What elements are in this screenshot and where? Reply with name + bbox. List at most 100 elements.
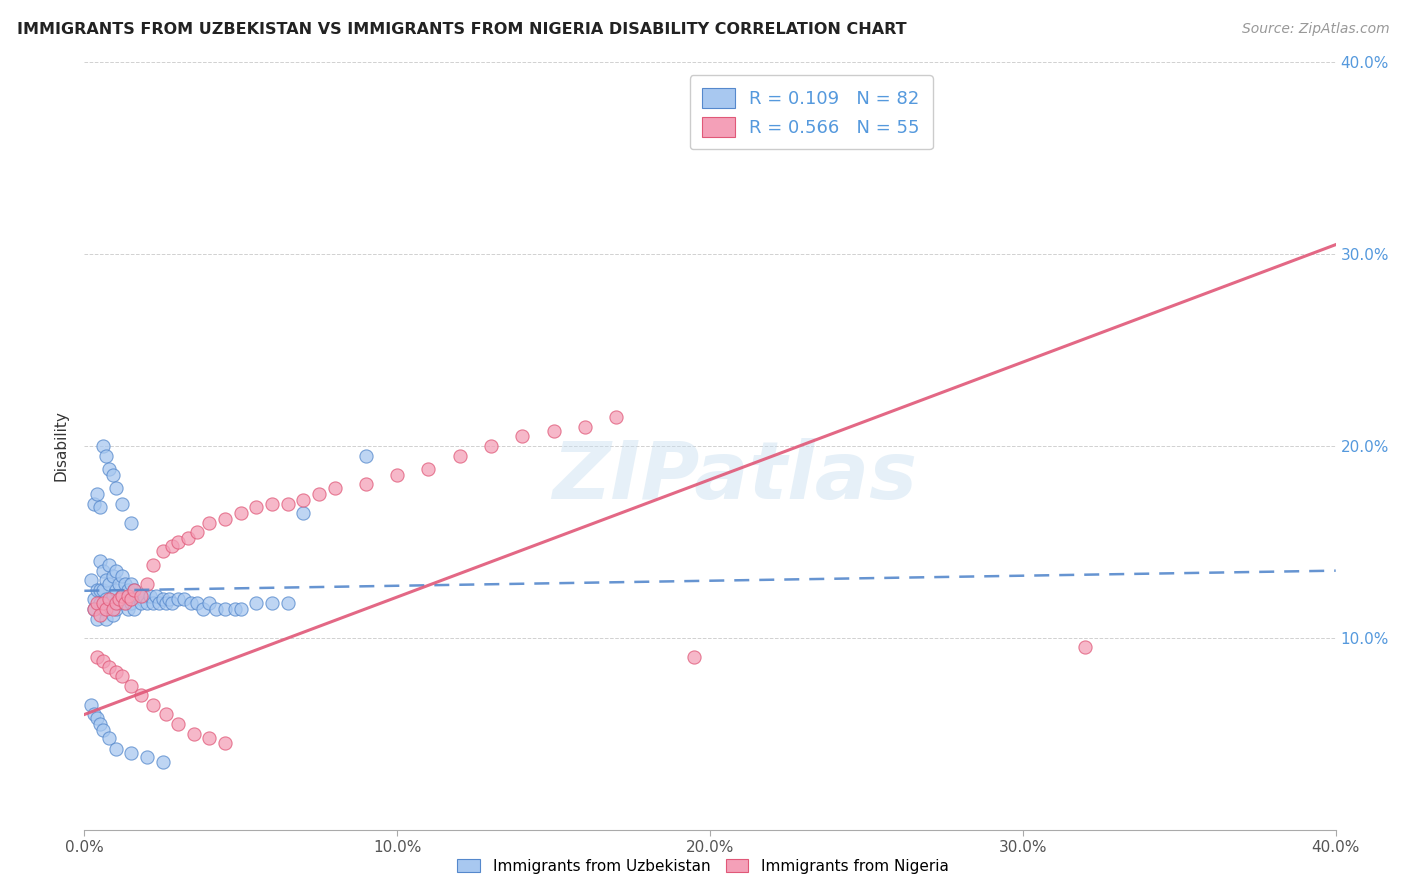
Point xyxy=(101,602,124,616)
Point xyxy=(111,669,134,683)
Point xyxy=(262,596,284,610)
Point xyxy=(574,420,596,434)
Point xyxy=(180,596,202,610)
Point xyxy=(120,577,142,591)
Point xyxy=(245,500,267,515)
Point xyxy=(129,596,152,610)
Point xyxy=(127,589,149,603)
Point xyxy=(142,558,165,572)
Point xyxy=(124,602,146,616)
Point xyxy=(111,569,134,583)
Point xyxy=(91,439,114,453)
Point xyxy=(229,602,252,616)
Point xyxy=(214,512,236,526)
Point xyxy=(160,596,183,610)
Point xyxy=(605,410,627,425)
Point xyxy=(418,462,440,476)
Point xyxy=(120,592,142,607)
Point xyxy=(308,487,330,501)
Text: Source: ZipAtlas.com: Source: ZipAtlas.com xyxy=(1241,22,1389,37)
Point xyxy=(152,544,174,558)
Point xyxy=(91,602,114,616)
Point xyxy=(173,592,195,607)
Point xyxy=(186,525,208,540)
Point xyxy=(136,577,159,591)
Point xyxy=(160,539,183,553)
Point xyxy=(91,582,114,597)
Point xyxy=(91,564,114,578)
Point xyxy=(104,602,127,616)
Point xyxy=(167,717,190,731)
Point xyxy=(136,596,159,610)
Point xyxy=(124,582,146,597)
Point xyxy=(214,602,236,616)
Point xyxy=(96,592,118,607)
Point xyxy=(204,602,226,616)
Point xyxy=(479,439,502,453)
Point xyxy=(323,481,346,495)
Point xyxy=(101,569,124,583)
Point xyxy=(129,589,152,603)
Point xyxy=(167,535,190,549)
Point xyxy=(354,449,377,463)
Point xyxy=(157,592,180,607)
Point xyxy=(96,612,118,626)
Point xyxy=(79,574,101,588)
Point xyxy=(83,602,105,616)
Point xyxy=(120,516,142,530)
Point xyxy=(120,746,142,760)
Point xyxy=(83,592,105,607)
Point xyxy=(86,582,108,597)
Point xyxy=(91,723,114,737)
Point xyxy=(98,659,121,673)
Point xyxy=(193,602,215,616)
Point xyxy=(543,424,565,438)
Point xyxy=(104,582,127,597)
Point xyxy=(214,736,236,750)
Point xyxy=(98,577,121,591)
Point xyxy=(111,589,134,603)
Point xyxy=(114,577,136,591)
Point xyxy=(89,582,111,597)
Point xyxy=(107,577,129,591)
Point xyxy=(101,589,124,603)
Point xyxy=(385,467,409,482)
Point xyxy=(354,477,377,491)
Point xyxy=(132,589,155,603)
Point xyxy=(277,596,299,610)
Point xyxy=(120,596,142,610)
Point xyxy=(86,649,108,664)
Point xyxy=(86,612,108,626)
Point xyxy=(89,607,111,622)
Point xyxy=(139,589,162,603)
Point xyxy=(83,602,105,616)
Point xyxy=(83,707,105,722)
Point xyxy=(114,596,136,610)
Point xyxy=(142,698,165,712)
Point xyxy=(107,592,129,607)
Point xyxy=(117,602,139,616)
Point xyxy=(142,596,165,610)
Point xyxy=(98,558,121,572)
Point xyxy=(449,449,471,463)
Point xyxy=(98,731,121,745)
Point xyxy=(136,749,159,764)
Text: IMMIGRANTS FROM UZBEKISTAN VS IMMIGRANTS FROM NIGERIA DISABILITY CORRELATION CHA: IMMIGRANTS FROM UZBEKISTAN VS IMMIGRANTS… xyxy=(17,22,907,37)
Point xyxy=(114,596,136,610)
Point xyxy=(101,467,124,482)
Point xyxy=(152,592,174,607)
Point xyxy=(96,574,118,588)
Point xyxy=(117,582,139,597)
Point xyxy=(262,496,284,510)
Point xyxy=(145,589,167,603)
Point xyxy=(79,698,101,712)
Point xyxy=(107,596,129,610)
Point xyxy=(512,429,534,443)
Y-axis label: Disability: Disability xyxy=(53,410,69,482)
Point xyxy=(89,500,111,515)
Point xyxy=(96,449,118,463)
Point xyxy=(91,654,114,668)
Point xyxy=(292,492,315,507)
Point xyxy=(1074,640,1097,655)
Point xyxy=(198,596,221,610)
